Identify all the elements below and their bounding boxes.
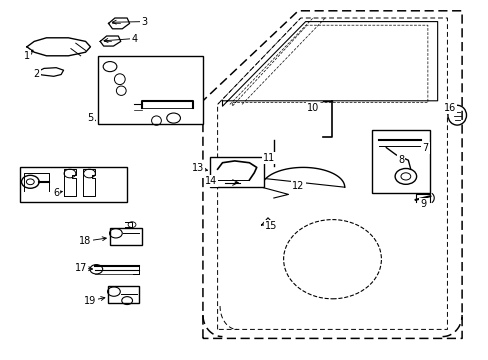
- Text: 2: 2: [34, 69, 40, 79]
- Text: 9: 9: [419, 199, 425, 210]
- FancyBboxPatch shape: [20, 167, 127, 202]
- Text: 8: 8: [397, 155, 403, 165]
- Text: 11: 11: [262, 153, 275, 163]
- Text: 10: 10: [306, 103, 319, 113]
- Text: 15: 15: [264, 221, 277, 231]
- Text: 1: 1: [24, 51, 30, 61]
- FancyBboxPatch shape: [210, 157, 264, 187]
- Text: 6: 6: [53, 188, 59, 198]
- Text: 16: 16: [443, 103, 455, 113]
- FancyBboxPatch shape: [371, 130, 429, 193]
- Text: 19: 19: [84, 296, 97, 306]
- Text: 4: 4: [131, 33, 137, 44]
- Text: 3: 3: [141, 17, 147, 27]
- Text: 14: 14: [204, 176, 217, 186]
- Text: 18: 18: [79, 236, 92, 246]
- Text: 12: 12: [291, 181, 304, 192]
- Bar: [110, 228, 142, 245]
- Text: 5: 5: [87, 113, 93, 123]
- FancyBboxPatch shape: [98, 56, 203, 124]
- Bar: [107, 286, 139, 303]
- Text: 13: 13: [191, 163, 204, 174]
- Text: 17: 17: [74, 263, 87, 273]
- Text: 7: 7: [422, 143, 427, 153]
